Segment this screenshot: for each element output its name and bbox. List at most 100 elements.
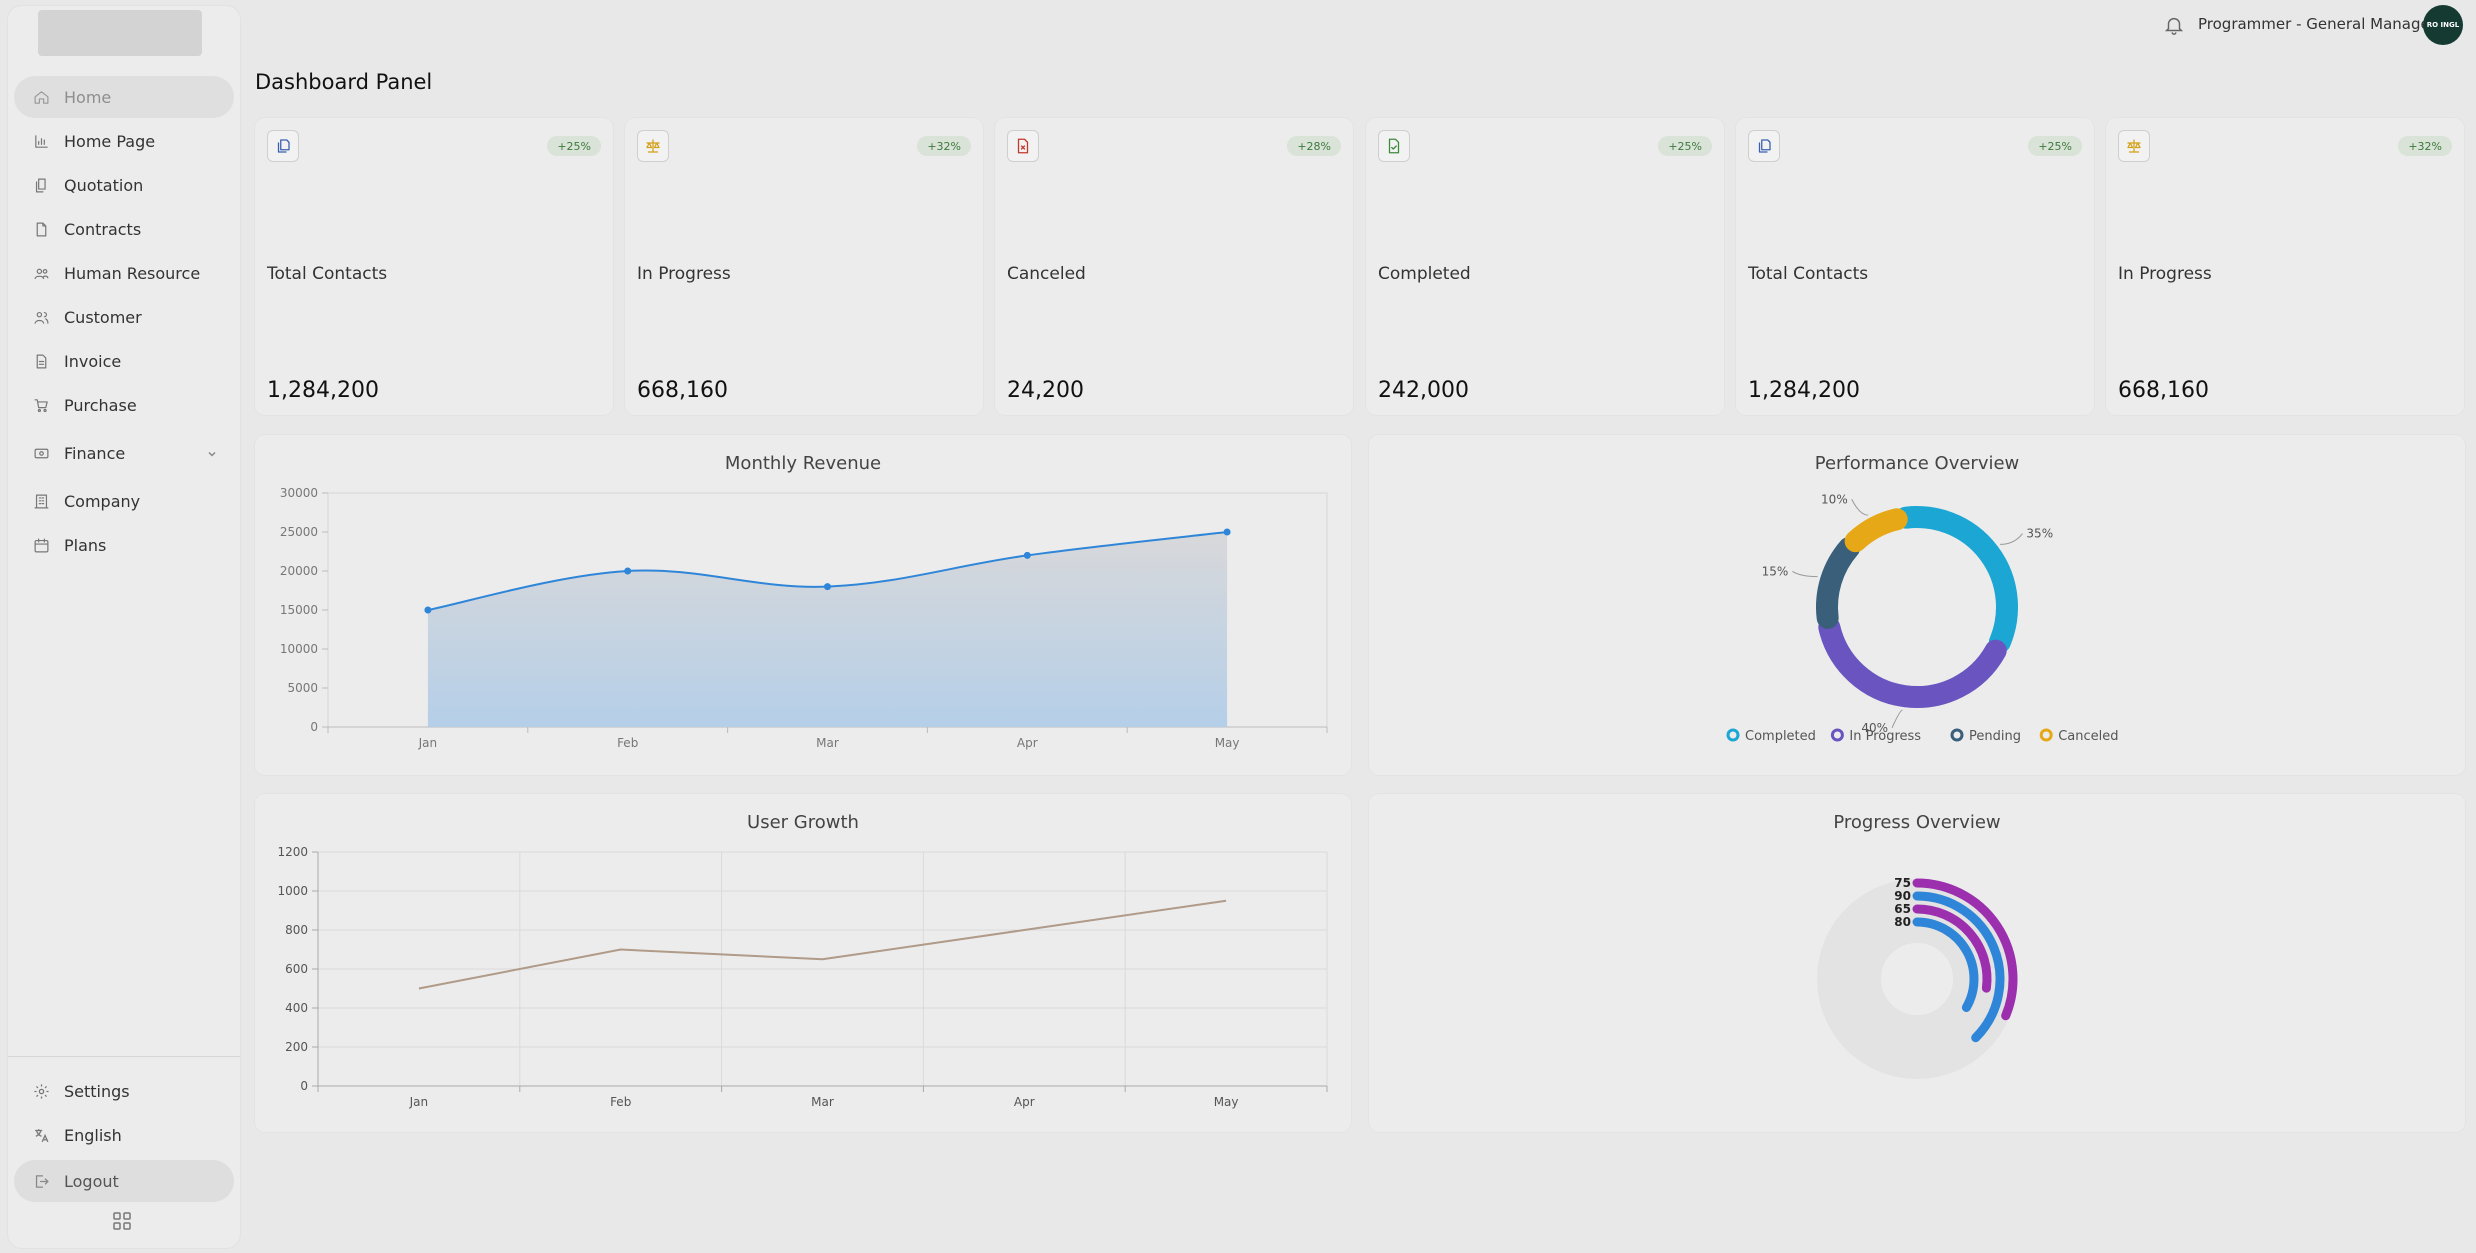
- sidebar-item-purchase[interactable]: Purchase: [14, 384, 234, 426]
- donut-slice: [1895, 506, 2018, 654]
- logout-button[interactable]: Logout: [14, 1160, 234, 1202]
- donut-leader: [1891, 709, 1903, 729]
- radial-bar-label: 80: [1894, 915, 1911, 929]
- sidebar-item-settings[interactable]: Settings: [14, 1070, 234, 1112]
- stat-card: +25% Total Contacts 1,284,200: [255, 118, 613, 415]
- scale-icon: [2118, 130, 2150, 162]
- sidebar-nav: Home Home Page Quotation Contracts Human Res…: [8, 76, 240, 568]
- sidebar-item-company[interactable]: Company: [14, 480, 234, 522]
- sidebar-item-label: Plans: [64, 535, 107, 555]
- chart-title: Performance Overview: [1814, 453, 2020, 474]
- revenue-point: [824, 583, 831, 591]
- y-tick-label: 20000: [280, 564, 318, 578]
- y-tick-label: 30000: [280, 486, 318, 500]
- notification-bell-icon[interactable]: [2163, 13, 2185, 41]
- home-icon: [32, 88, 50, 106]
- sidebar-item-contracts[interactable]: Contracts: [14, 208, 234, 250]
- sidebar-item-quotation[interactable]: Quotation: [14, 164, 234, 206]
- x-tick-label: Jan: [409, 1095, 429, 1109]
- y-tick-label: 400: [285, 1001, 308, 1015]
- sidebar-item-invoice[interactable]: Invoice: [14, 340, 234, 382]
- chevron-down-icon: [206, 445, 218, 464]
- sidebar-item-language[interactable]: English: [14, 1114, 234, 1156]
- radial-bar-label: 90: [1894, 889, 1911, 903]
- legend-label: In Progress: [1849, 729, 1921, 744]
- logout-label: Logout: [64, 1171, 119, 1191]
- x-tick-label: Feb: [617, 736, 638, 750]
- stat-badge: +28%: [1287, 136, 1341, 156]
- stat-value: 24,200: [1007, 378, 1084, 403]
- x-tick-label: May: [1214, 1095, 1239, 1109]
- building-icon: [32, 492, 50, 510]
- page-title: Dashboard Panel: [255, 70, 433, 94]
- legend-label: Completed: [1745, 729, 1816, 744]
- legend-marker: [1726, 728, 1740, 742]
- radial-bar: [1912, 917, 1979, 1012]
- sidebar-item-human-resource[interactable]: Human Resource: [14, 252, 234, 294]
- performance-overview-chart: 35% 40% 15% 10% Completed In Progress Pending C…: [1726, 492, 2118, 744]
- legend-marker: [2039, 728, 2053, 742]
- sidebar-item-plans[interactable]: Plans: [14, 524, 234, 566]
- stat-value: 1,284,200: [267, 378, 379, 403]
- donut-leader: [1792, 570, 1818, 578]
- legend-label: Pending: [1969, 729, 2021, 744]
- x-tick-label: Mar: [816, 736, 839, 750]
- y-tick-label: 200: [285, 1040, 308, 1054]
- sidebar-item-label: English: [64, 1125, 122, 1145]
- chart-icon: [32, 132, 50, 150]
- copy-icon: [267, 130, 299, 162]
- sidebar-item-customer[interactable]: Customer: [14, 296, 234, 338]
- revenue-point: [424, 606, 432, 614]
- stat-value: 668,160: [2118, 378, 2209, 403]
- logout-icon: [32, 1172, 50, 1190]
- donut-label: 15%: [1762, 564, 1789, 578]
- y-tick-label: 600: [285, 962, 308, 976]
- translate-icon: [32, 1126, 50, 1144]
- y-tick-label: 5000: [287, 681, 318, 695]
- stat-badge: +25%: [1658, 136, 1712, 156]
- documents-icon: [32, 176, 50, 194]
- sidebar-item-label: Home Page: [64, 131, 156, 151]
- x-tick-label: Apr: [1017, 736, 1038, 750]
- user-growth-chart: 0 200 400 600 800 1000 1200 Jan Feb Mar Apr May: [277, 845, 1328, 1109]
- file-icon: [32, 220, 50, 238]
- avatar[interactable]: RO INGL: [2423, 5, 2463, 45]
- donut-label: 10%: [1821, 492, 1848, 506]
- legend-marker: [1830, 728, 1844, 742]
- y-tick-label: 1200: [277, 845, 308, 859]
- sidebar-item-label: Settings: [64, 1081, 130, 1101]
- apps-grid-icon[interactable]: [113, 1212, 131, 1234]
- invoice-icon: [32, 352, 50, 370]
- stat-card: +32% In Progress 668,160: [2106, 118, 2464, 415]
- y-tick-label: 0: [300, 1079, 308, 1093]
- donut-slice: [1818, 616, 2007, 708]
- stat-card: +25% Completed 242,000: [1366, 118, 1724, 415]
- monthly-revenue-panel: Monthly Revenue 0 5000 10000 15000 20000 2500…: [255, 435, 1351, 775]
- sidebar-item-label: Contracts: [64, 219, 142, 239]
- sidebar-item-home-page[interactable]: Home Page: [14, 120, 234, 162]
- sidebar-item-label: Customer: [64, 307, 142, 327]
- y-tick-label: 0: [310, 720, 318, 734]
- calendar-icon: [32, 536, 50, 554]
- logo-placeholder: [38, 10, 202, 56]
- cart-icon: [32, 396, 50, 414]
- x-tick-label: Apr: [1014, 1095, 1035, 1109]
- radial-bar: [1912, 904, 1992, 993]
- sidebar-item-finance[interactable]: Finance: [14, 432, 234, 474]
- legend-marker: [1950, 728, 1964, 742]
- stat-value: 1,284,200: [1748, 378, 1860, 403]
- y-tick-label: 800: [285, 923, 308, 937]
- user-role: Programmer - General Manager: [2198, 15, 2436, 33]
- y-tick-label: 10000: [280, 642, 318, 656]
- revenue-area: [427, 532, 1228, 727]
- stat-label: Total Contacts: [1748, 264, 1869, 284]
- stat-badge: +32%: [917, 136, 971, 156]
- sidebar-item-home[interactable]: Home: [14, 76, 234, 118]
- x-tick-label: Feb: [610, 1095, 631, 1109]
- stat-badge: +32%: [2398, 136, 2452, 156]
- stat-value: 242,000: [1378, 378, 1469, 403]
- gear-icon: [32, 1082, 50, 1100]
- monthly-revenue-chart: 0 5000 10000 15000 20000 25000 30000 Jan Feb Mar A…: [280, 486, 1328, 750]
- x-tick-label: Jan: [418, 736, 438, 750]
